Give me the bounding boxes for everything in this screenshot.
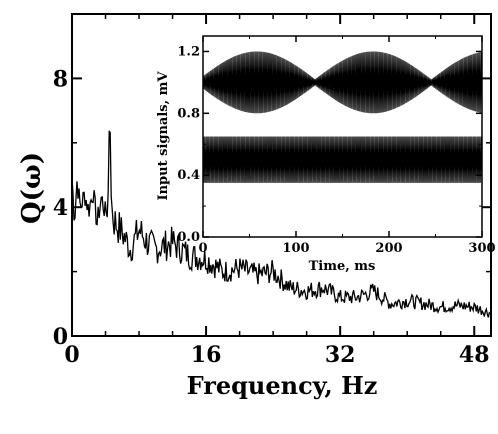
inset-y-axis-label: Input signals, mV: [156, 71, 171, 201]
inset-y-tick-label: 0.8: [177, 106, 200, 121]
inset-x-tick-label: 300: [468, 241, 495, 256]
inset-y-tick-label: 0.0: [177, 230, 200, 245]
main-y-tick-label: 4: [53, 195, 68, 221]
main-ticks: [71, 14, 491, 337]
inset-x-tick-label: 200: [375, 241, 402, 256]
main-y-tick-label: 0: [53, 324, 68, 350]
inset-y-tick-label: 0.4: [177, 168, 200, 183]
inset-top-signal: [202, 51, 483, 114]
main-x-tick-label: 0: [64, 342, 79, 368]
inset-x-tick-label: 100: [282, 241, 309, 256]
inset-y-tick-label: 1.2: [177, 44, 200, 59]
inset-bottom-signal: [202, 136, 483, 183]
main-x-tick-label: 16: [191, 342, 222, 368]
main-y-axis-label: Q(ω): [17, 152, 47, 224]
main-y-tick-label: 8: [53, 66, 68, 92]
inset-chart: 0 100 200 300 0.0 0.4 0.8 1.2 Time, ms Input si…: [156, 35, 496, 274]
main-series-line: [71, 130, 491, 318]
main-x-axis-label: Frequency, Hz: [187, 371, 378, 400]
inset-ticks: [202, 36, 483, 238]
inset-x-tick-label: 0: [198, 241, 207, 256]
inset-signals: [202, 51, 483, 183]
inset-tick-labels: 0 100 200 300 0.0 0.4 0.8 1.2: [177, 44, 495, 256]
main-x-tick-label: 48: [459, 342, 490, 368]
main-x-tick-label: 32: [325, 342, 356, 368]
main-plot-frame: [71, 13, 492, 337]
inset-x-axis-label: Time, ms: [309, 259, 376, 274]
